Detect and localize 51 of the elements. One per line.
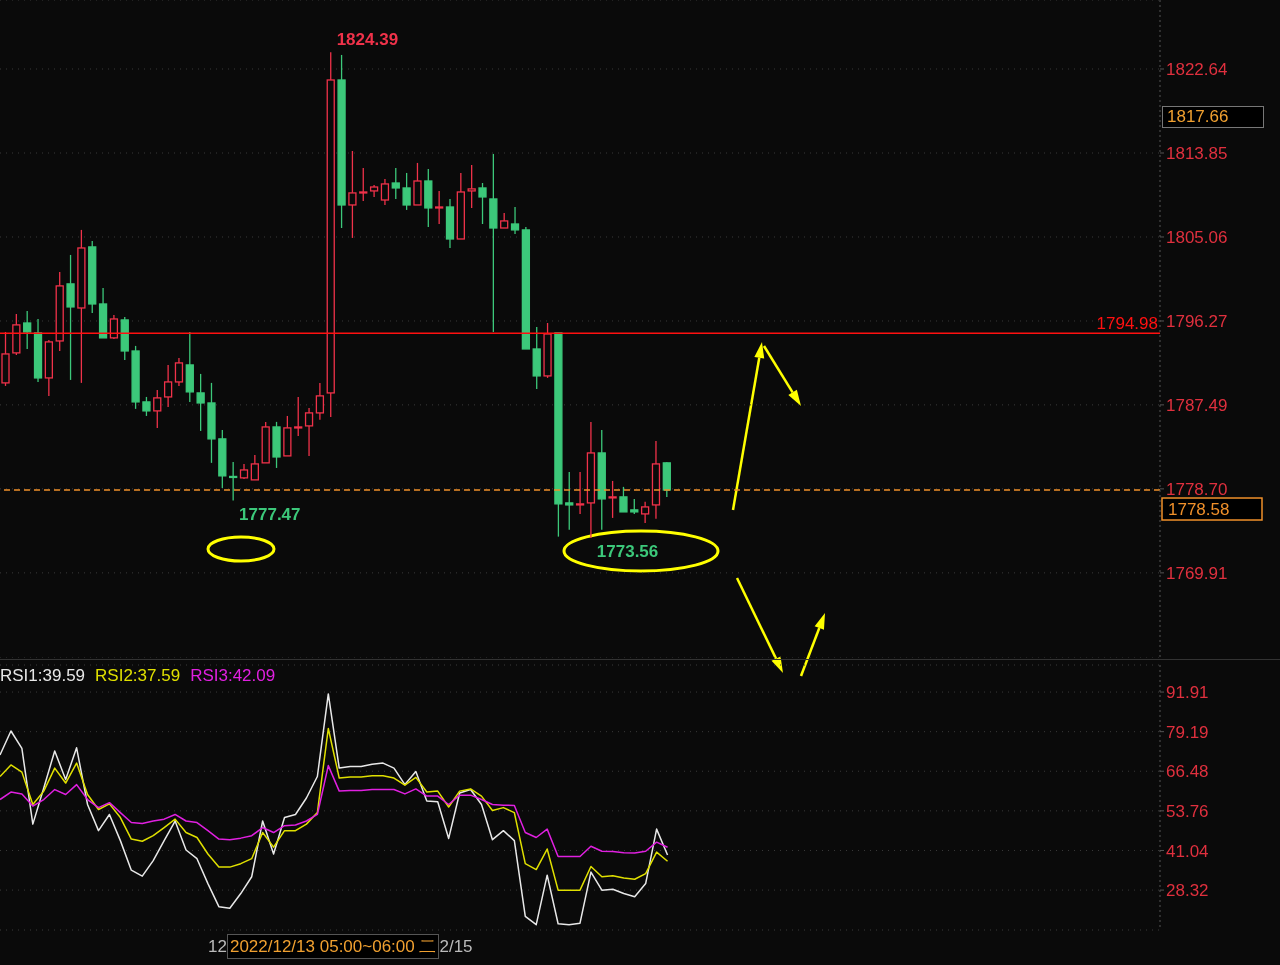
- candlestick: [575, 471, 585, 515]
- y-tick-label: 1787.49: [1166, 395, 1228, 415]
- candlestick: [489, 153, 498, 333]
- annotation: 1824.39: [336, 30, 399, 51]
- annotation: 1777.47: [239, 504, 301, 525]
- text: 12: [208, 936, 227, 957]
- text: RSI3:42.09: [190, 666, 276, 686]
- line-series: [0, 727, 669, 891]
- y-tick-label: 28.32: [1166, 881, 1209, 901]
- candlestick: [315, 382, 325, 421]
- y-tick-label: 79.19: [1166, 722, 1209, 742]
- y-tick-label: 1805.06: [1166, 228, 1228, 248]
- y-tick-label: 66.48: [1166, 762, 1209, 782]
- candlestick: [337, 54, 346, 229]
- candlestick: [326, 51, 335, 418]
- candlestick: [445, 198, 455, 249]
- annotation: 1773.56: [596, 541, 659, 562]
- candlestick: [510, 206, 520, 235]
- candlestick: [174, 357, 184, 387]
- candlestick: [640, 501, 650, 524]
- y-tick-label: 1778.70: [1166, 479, 1228, 499]
- candlestick: [348, 150, 357, 239]
- candlestick: [207, 382, 216, 464]
- y-tick-label: 41.04: [1166, 841, 1209, 861]
- ref-line-label: 1794.98: [1096, 314, 1158, 334]
- candlestick: [597, 429, 606, 531]
- text: 2022/12/13 05:00~06:00 二: [226, 934, 440, 959]
- text: RSI2:37.59: [95, 666, 181, 686]
- candlestick: [163, 364, 173, 408]
- candlestick: [196, 373, 205, 432]
- candlestick: [77, 229, 86, 384]
- candlestick: [651, 440, 661, 520]
- y-tick-label: 53.76: [1166, 801, 1209, 821]
- y-tick-label: 1769.91: [1166, 563, 1228, 583]
- candlestick: [304, 407, 314, 457]
- y-tick-label: 1822.64: [1166, 60, 1228, 80]
- y-tick-label: 1796.27: [1166, 312, 1228, 332]
- text: 2/15: [439, 936, 473, 957]
- text: RSI1:39.59: [0, 666, 86, 686]
- line-series: [0, 693, 669, 926]
- candlestick: [565, 471, 574, 531]
- y-tick-label: 91.91: [1166, 683, 1209, 703]
- line-series: [0, 764, 669, 858]
- text: 1817.66: [1162, 105, 1264, 128]
- candlestick: [33, 318, 43, 383]
- candlestick: [380, 178, 390, 206]
- candlestick: [435, 190, 444, 225]
- y-tick-label: 1813.85: [1166, 144, 1228, 164]
- ref-line-label: 1778.58: [1168, 500, 1230, 520]
- candlestick: [586, 421, 596, 539]
- candlestick: [66, 254, 75, 381]
